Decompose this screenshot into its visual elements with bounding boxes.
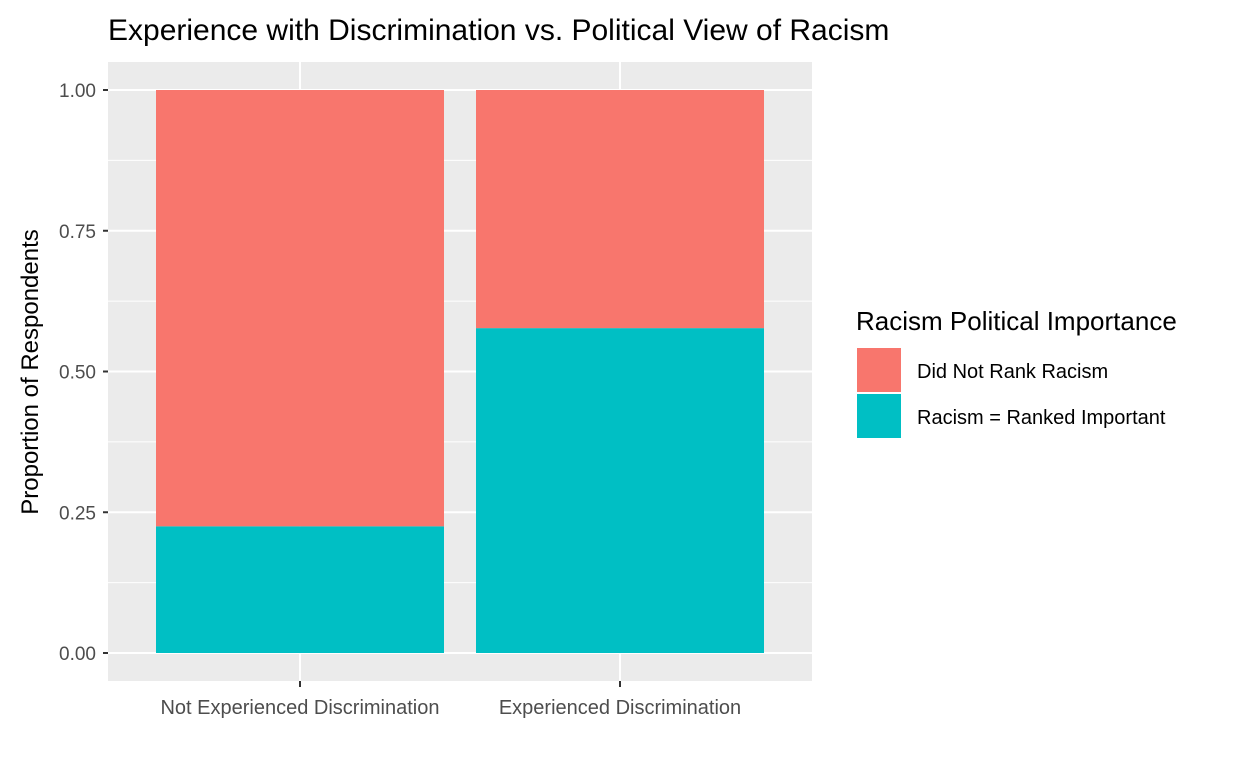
bar-segment [476,90,764,329]
legend-label: Racism = Ranked Important [917,407,1166,429]
bar-segment [476,328,764,653]
bars [156,90,764,653]
x-axis-ticks: Not Experienced Discrimination Experience… [160,681,741,719]
legend-items: Did Not Rank Racism Racism = Ranked Impor… [857,348,1166,438]
bar-segment [156,526,444,653]
y-tick-label: 1.00 [59,81,96,102]
legend-label: Did Not Rank Racism [917,361,1108,383]
legend-title: Racism Political Importance [856,306,1177,336]
legend-swatch [857,348,901,392]
y-axis-label: Proportion of Respondents [17,229,44,515]
legend: Racism Political Importance Did Not Rank… [856,306,1177,438]
y-tick-label: 0.00 [59,644,96,665]
chart-title: Experience with Discrimination vs. Polit… [108,14,889,47]
y-tick-label: 0.50 [59,363,96,384]
y-tick-label: 0.25 [59,503,96,524]
y-axis-ticks: 0.00 0.25 0.50 0.75 1.00 [59,81,108,665]
x-tick-label: Experienced Discrimination [499,697,741,719]
y-tick-label: 0.75 [59,222,96,243]
x-tick-label: Not Experienced Discrimination [160,697,439,719]
legend-swatch [857,394,901,438]
bar-segment [156,90,444,527]
